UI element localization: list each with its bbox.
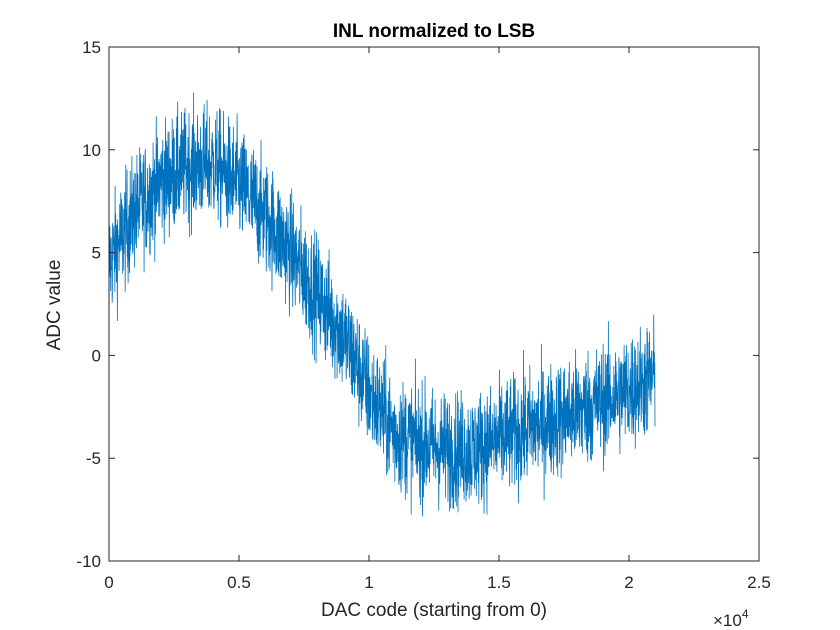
y-tick-label: -5 (86, 449, 101, 468)
data-series-line (108, 92, 656, 517)
x-tick-label: 1 (364, 573, 373, 592)
y-tick-label: 15 (82, 38, 101, 57)
y-tick-label: 0 (92, 346, 101, 365)
x-tick-label: 0 (104, 573, 113, 592)
x-tick-label: 1.5 (487, 573, 511, 592)
data-series-layer (108, 92, 656, 517)
x-axis-label: DAC code (starting from 0) (321, 600, 547, 621)
x-tick-label: 2 (624, 573, 633, 592)
plot-area-frame (108, 46, 760, 562)
y-tick-label: 10 (82, 141, 101, 160)
x-axis-multiplier: ×104 (713, 607, 749, 630)
y-tick-label: 5 (92, 244, 101, 263)
y-tick-label: -10 (76, 552, 101, 571)
chart-title: INL normalized to LSB (333, 21, 535, 42)
x-multiplier-base: ×10 (713, 611, 742, 630)
x-tick-label: 2.5 (747, 573, 771, 592)
axis-ticks: 0 0.5 1 1.5 2 2.5 -10 -5 0 5 10 15 (76, 38, 770, 592)
y-axis-label: ADC value (44, 260, 65, 351)
axes-frame (108, 46, 760, 562)
x-multiplier-exponent: 4 (742, 607, 749, 621)
x-tick-label: 0.5 (227, 573, 251, 592)
